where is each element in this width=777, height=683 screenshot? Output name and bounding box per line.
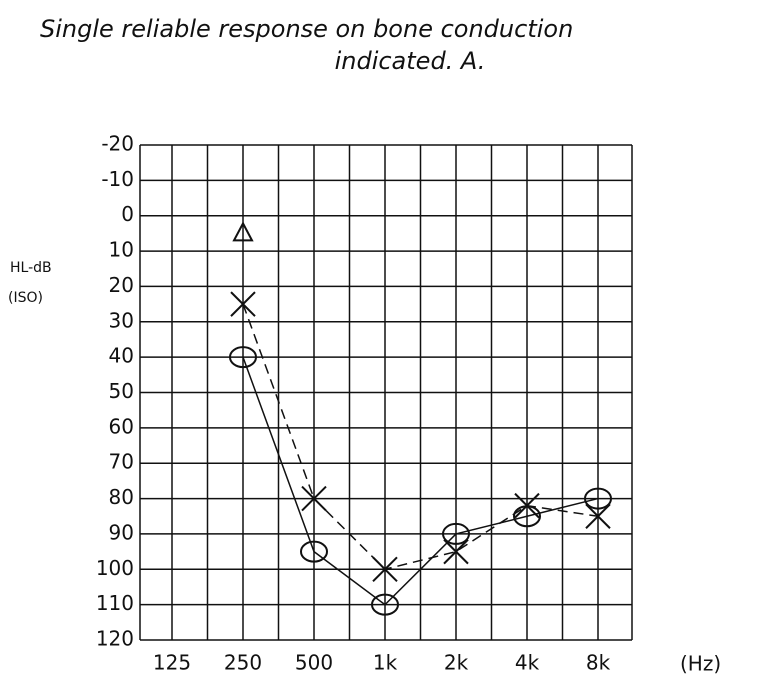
x-tick-label: 250 xyxy=(224,651,262,675)
x-tick-label: 2k xyxy=(444,651,469,675)
marker-circle xyxy=(442,522,470,545)
series-line xyxy=(242,303,599,571)
y-tick-label: 70 xyxy=(109,450,134,474)
y-tick-label: 90 xyxy=(109,520,134,544)
x-tick-label: 125 xyxy=(153,651,191,675)
marker-circle xyxy=(229,346,257,369)
x-tick-label: 500 xyxy=(295,651,333,675)
chart-title: indicated. A. xyxy=(335,47,486,75)
marker-x xyxy=(372,556,398,582)
marker-circle xyxy=(584,487,612,510)
marker-x xyxy=(301,485,327,512)
marker-circle xyxy=(300,540,328,563)
x-axis-unit: (Hz) xyxy=(680,652,721,676)
marker-x xyxy=(514,492,540,519)
marker-x xyxy=(585,503,611,529)
y-tick-label: 40 xyxy=(109,344,134,368)
y-tick-label: 20 xyxy=(109,273,134,297)
y-tick-label: 50 xyxy=(109,379,134,403)
marker-circle xyxy=(371,593,399,616)
marker-triangle xyxy=(232,221,254,242)
x-tick-label: 8k xyxy=(586,651,611,675)
x-tick-label: 4k xyxy=(515,651,540,675)
marker-x xyxy=(230,291,256,317)
y-tick-label: 60 xyxy=(109,414,134,438)
marker-x xyxy=(443,538,469,565)
y-tick-label: 30 xyxy=(109,308,134,332)
y-tick-label: 120 xyxy=(96,627,134,651)
y-tick-label: 110 xyxy=(96,591,134,615)
x-tick-label: 1k xyxy=(373,651,398,675)
y-tick-label: 100 xyxy=(96,556,134,580)
y-tick-label: 80 xyxy=(109,485,134,509)
y-axis-label: HL-dB xyxy=(10,260,52,276)
y-tick-label: 10 xyxy=(109,238,134,262)
y-axis-label: (ISO) xyxy=(8,290,43,306)
y-tick-label: -10 xyxy=(101,167,134,191)
chart-title: Single reliable response on bone conduct… xyxy=(40,15,573,43)
y-tick-label: -20 xyxy=(101,132,134,156)
y-tick-label: 0 xyxy=(121,202,134,226)
